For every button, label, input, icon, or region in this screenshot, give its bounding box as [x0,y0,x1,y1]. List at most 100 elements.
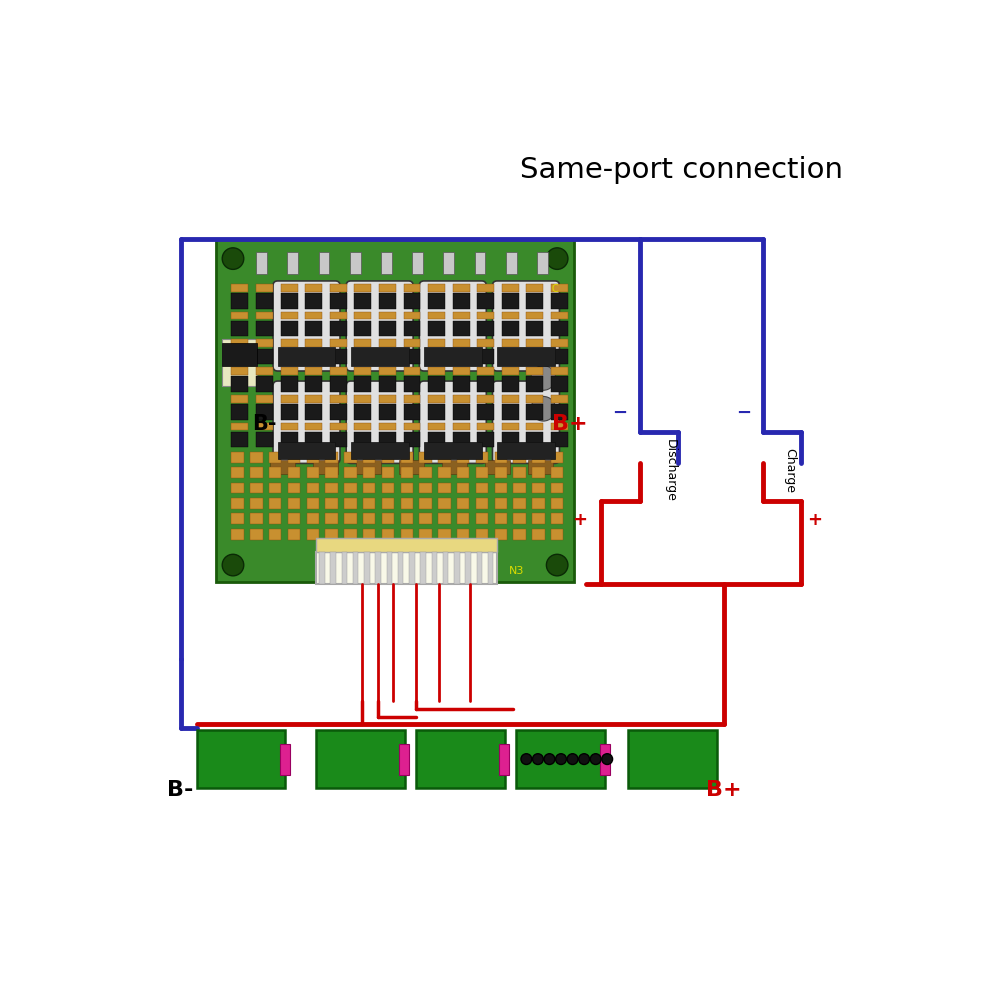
Bar [404,349,420,364]
Bar [316,538,497,552]
Circle shape [590,754,601,764]
Bar [551,293,568,309]
Bar [344,467,357,478]
Bar [231,498,244,509]
Bar [281,376,298,392]
Bar [250,452,263,463]
Bar [231,293,248,309]
Bar [432,552,437,584]
Bar [438,498,451,509]
Bar [350,252,361,274]
Bar [419,513,432,524]
Bar [477,395,494,403]
Bar [428,404,445,420]
Bar [551,423,568,430]
Bar [330,423,347,430]
Bar [330,552,336,584]
Bar [551,395,568,403]
Bar [399,744,409,774]
Text: +: + [808,511,823,529]
Bar [222,343,257,366]
Bar [526,349,543,364]
FancyBboxPatch shape [346,381,413,463]
Bar [325,513,338,524]
Bar [344,483,357,493]
Bar [330,339,347,347]
Bar [280,744,290,774]
Bar [305,376,322,392]
Text: Discharge: Discharge [664,439,677,502]
Bar [502,423,519,430]
Bar [307,483,319,493]
Bar [351,442,409,459]
Bar [513,452,526,463]
Bar [344,529,357,540]
Bar [330,404,347,420]
Bar [256,423,273,430]
Bar [551,432,568,447]
Bar [305,404,322,420]
Bar [457,467,469,478]
Bar [363,467,375,478]
Bar [495,498,507,509]
Bar [404,321,420,336]
Bar [420,552,426,584]
Bar [428,284,445,292]
Bar [398,552,403,584]
Circle shape [546,248,568,269]
Bar [231,321,248,336]
Text: Same-port connection: Same-port connection [520,156,843,184]
Bar [288,529,300,540]
Circle shape [222,248,244,269]
Bar [288,513,300,524]
Bar [513,498,526,509]
Bar [457,483,469,493]
Bar [502,284,519,292]
Bar [256,339,273,347]
Circle shape [533,754,543,764]
Bar [453,423,470,430]
Bar [465,552,471,584]
Bar [379,376,396,392]
Bar [330,432,347,447]
Bar [231,432,248,447]
Bar [453,367,470,375]
Bar [354,349,371,364]
Bar [305,339,322,347]
Bar [231,376,248,392]
Bar [457,529,469,540]
Bar [330,395,347,403]
Bar [416,730,505,788]
Bar [457,513,469,524]
Bar [269,498,281,509]
Bar [513,513,526,524]
Bar [231,529,244,540]
Bar [551,312,568,319]
Bar [379,404,396,420]
Text: B-: B- [252,414,277,434]
Bar [382,529,394,540]
Bar [354,284,371,292]
Bar [502,339,519,347]
Bar [281,432,298,447]
FancyBboxPatch shape [419,281,486,371]
Text: −: − [612,404,627,422]
Bar [305,423,322,430]
Bar [353,552,358,584]
Bar [404,312,420,319]
FancyBboxPatch shape [492,281,559,371]
Bar [475,252,485,274]
Bar [497,347,555,366]
Bar [363,498,375,509]
Bar [256,321,273,336]
Bar [476,452,488,463]
Bar [307,467,319,478]
Bar [281,321,298,336]
Bar [453,395,470,403]
Bar [330,284,347,292]
Bar [379,312,396,319]
Bar [281,404,298,420]
Bar [281,284,298,292]
Bar [513,483,526,493]
Bar [313,460,338,474]
